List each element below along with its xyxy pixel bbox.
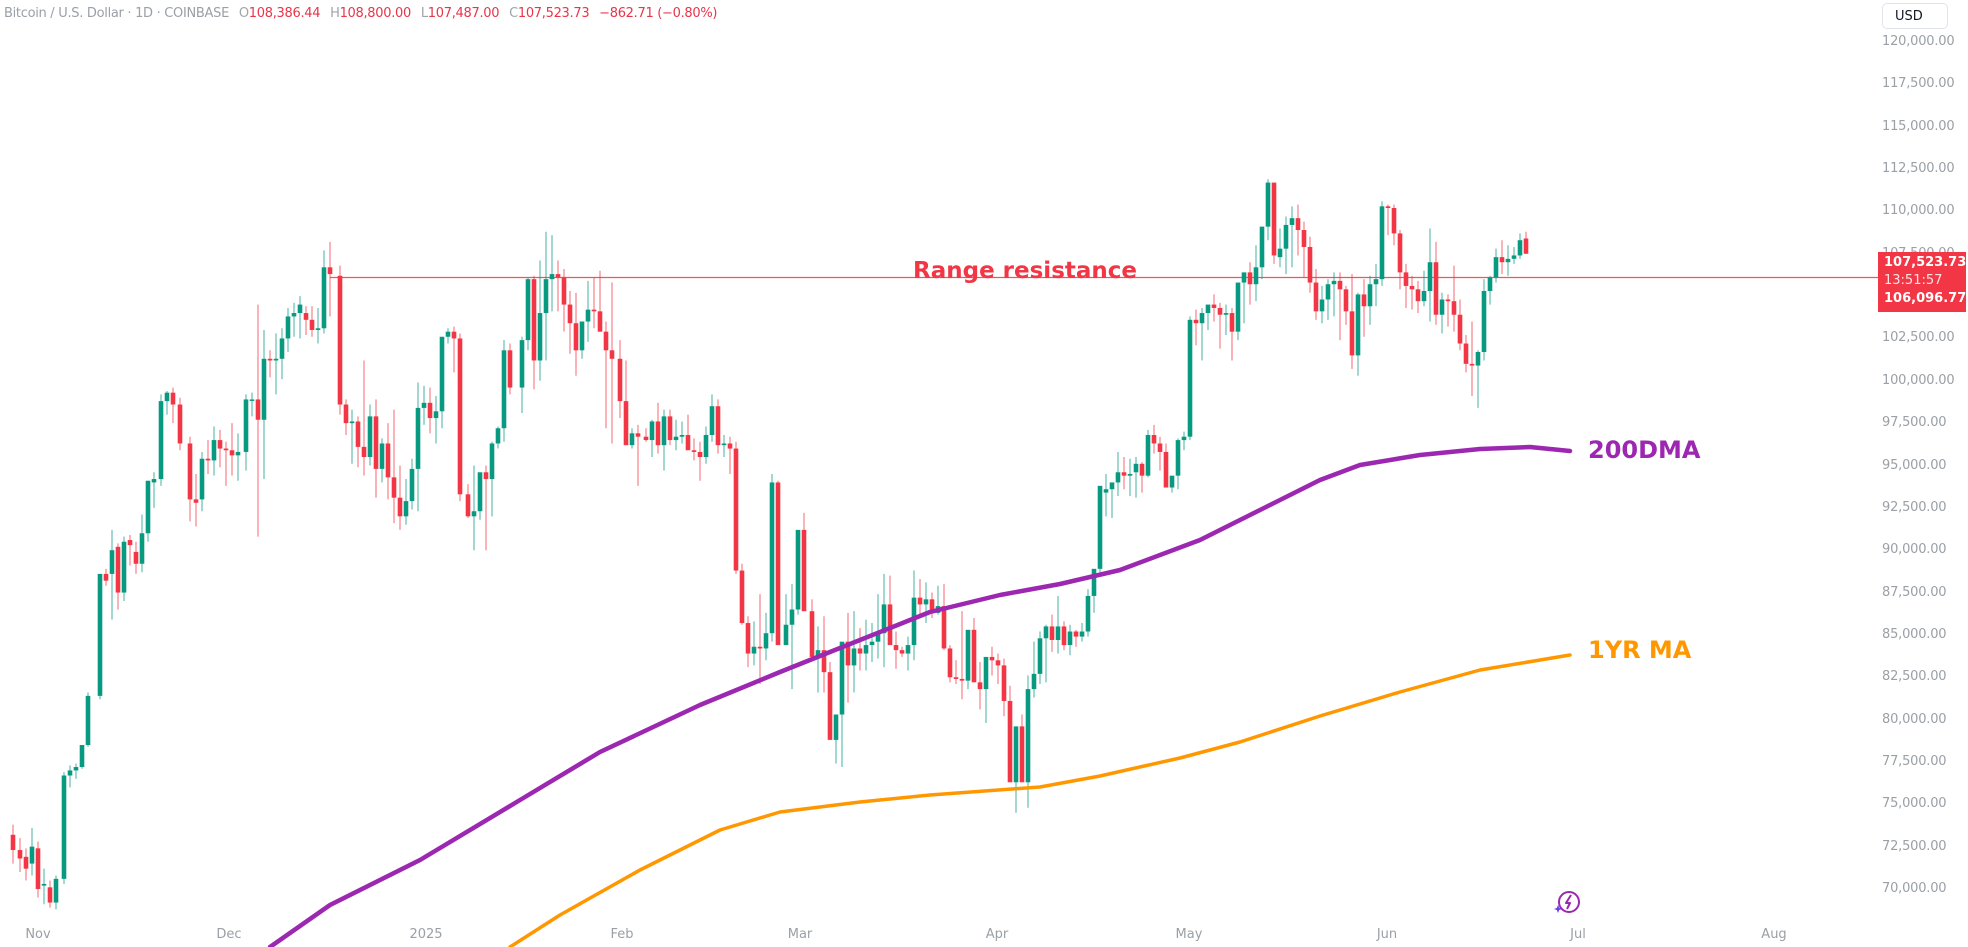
price-tick: 92,500.00 [1882, 499, 1947, 515]
price-tick: 77,500.00 [1882, 753, 1947, 769]
time-tick: Aug [1761, 927, 1787, 942]
time-tick: Feb [610, 927, 634, 942]
price-tick: 110,000.00 [1882, 203, 1955, 219]
last-price-tag: 107,523.73 13:51:57 106,096.77 [1878, 252, 1966, 312]
change-value: −862.71 (−0.80%) [599, 6, 718, 21]
candlestick-series [10, 179, 1529, 910]
open-label: O [238, 6, 249, 21]
last-price: 107,523.73 [1884, 255, 1967, 270]
time-tick: 2025 [409, 927, 443, 942]
flash-sparkle-icon[interactable] [1552, 888, 1582, 918]
price-tick: 100,000.00 [1882, 372, 1955, 388]
time-tick: Apr [985, 927, 1009, 942]
low-label: L [420, 6, 428, 21]
time-tick: Jun [1376, 927, 1398, 942]
open-value: 108,386.44 [248, 6, 321, 21]
price-tick: 102,500.00 [1882, 330, 1955, 346]
price-tick: 120,000.00 [1882, 34, 1955, 49]
price-tick: 87,500.00 [1882, 584, 1947, 600]
price-tick: 75,000.00 [1882, 796, 1947, 812]
price-tick: 95,000.00 [1882, 457, 1947, 473]
price-tick: 117,500.00 [1882, 76, 1955, 92]
price-tick: 70,000.00 [1882, 881, 1947, 896]
price-tick: 72,500.00 [1882, 838, 1947, 854]
time-tick: Dec [216, 927, 242, 942]
symbol-header: Bitcoin / U.S. Dollar · 1D · COINBASE O1… [4, 6, 717, 21]
symbol-title: Bitcoin / U.S. Dollar · 1D · COINBASE [4, 6, 230, 21]
close-label: C [509, 6, 518, 21]
price-tick: 85,000.00 [1882, 626, 1947, 642]
low-value: 107,487.00 [427, 6, 500, 21]
time-tick: Nov [25, 927, 51, 942]
price-tick: 82,500.00 [1882, 669, 1947, 685]
price-tick: 90,000.00 [1882, 542, 1947, 558]
price-tick: 97,500.00 [1882, 415, 1947, 431]
resistance-line-value: 106,096.77 [1884, 291, 1967, 306]
range-resistance-label: Range resistance [913, 258, 1138, 284]
currency-button[interactable]: USD [1882, 3, 1948, 29]
bar-countdown: 13:51:57 [1884, 273, 1943, 288]
moving-average-lines [267, 444, 1573, 947]
dma200-label: 200DMA [1588, 436, 1701, 464]
price-tick: 112,500.00 [1882, 161, 1955, 177]
ma1yr-label: 1YR MA [1588, 636, 1692, 664]
high-label: H [330, 6, 340, 21]
close-value: 107,523.73 [517, 6, 590, 21]
price-tick: 115,000.00 [1882, 118, 1955, 134]
time-tick: Mar [787, 927, 813, 942]
price-tick: 80,000.00 [1882, 711, 1947, 727]
time-tick: May [1175, 927, 1203, 942]
time-tick: Jul [1570, 927, 1586, 942]
high-value: 108,800.00 [339, 6, 412, 21]
